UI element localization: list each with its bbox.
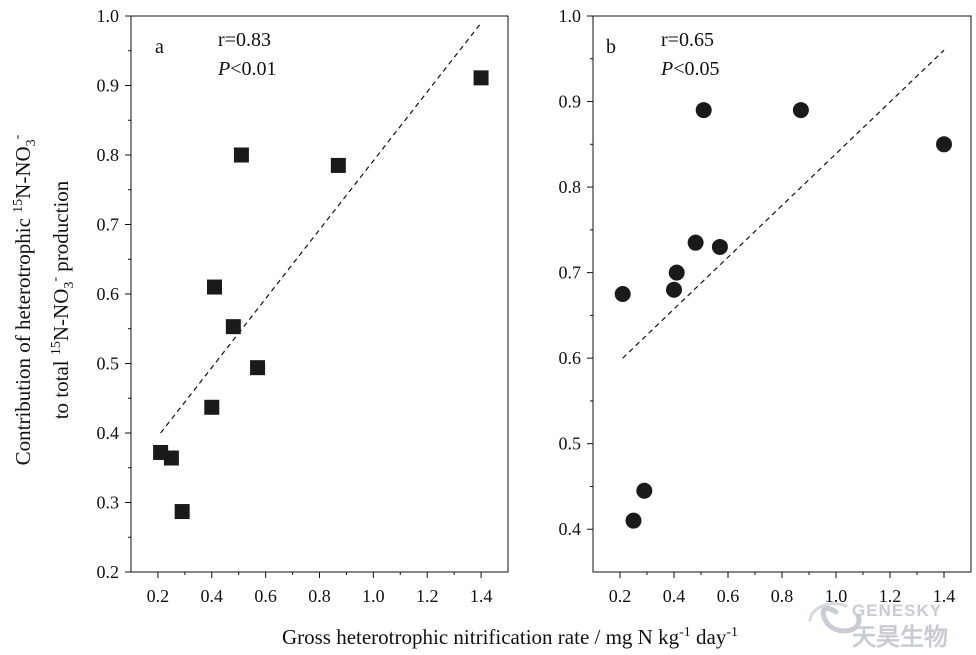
panel-a-y-tick-label: 0.8 (97, 145, 120, 165)
y-title-2-mid: N-NO (49, 289, 73, 342)
panel-b-data-point (792, 102, 809, 119)
watermark-brand-en: GENESKY (852, 601, 942, 620)
panel-a-y-tick-label: 0.4 (97, 423, 120, 443)
y-title-2-sub: 3 (62, 282, 77, 289)
panel-a-x-tick-label: 1.2 (416, 586, 439, 606)
panel-b-y-tick-label: 1.0 (559, 6, 582, 26)
watermark: GENESKY 天昊生物 (808, 601, 948, 651)
panel-b-points (614, 102, 952, 529)
y-axis-title-line2: to total 15N-NO3- production (48, 180, 77, 419)
panel-b-data-point (625, 512, 642, 529)
y-title-2-sup1: 15 (49, 341, 64, 355)
panel-a-data-point (250, 360, 266, 376)
panel-a-p-symbol: P (217, 58, 230, 80)
panel-a-data-point (174, 504, 190, 520)
watermark-logo-icon (808, 602, 862, 634)
y-axis-title-line1: Contribution of heterotrophic 15N-NO3- (10, 134, 39, 465)
panel-a-x-tick-label: 0.4 (201, 586, 224, 606)
y-title-1-mid: N-NO (11, 146, 35, 199)
panel-b-data-point (666, 281, 682, 298)
panel-a-p-value: P<0.01 (217, 58, 277, 80)
panel-a-points (153, 70, 489, 520)
watermark-brand-cn: 天昊生物 (852, 623, 948, 651)
panel-b-data-point (636, 482, 653, 499)
panel-a-frame (130, 15, 509, 573)
x-title-pre: Gross heterotrophic nitrification rate /… (282, 625, 680, 649)
y-title-1-sup2: - (10, 134, 25, 139)
panel-a-letter: a (155, 36, 164, 58)
panel-a-r-value: r=0.83 (218, 29, 271, 51)
panel-a-y-tick-label: 0.7 (97, 215, 120, 235)
panel-a-y-tick-label: 0.3 (97, 493, 120, 513)
y-title-1-pre: Contribution of heterotrophic (11, 213, 35, 466)
panel-b-x-tick-label: 0.4 (663, 586, 686, 606)
y-title-1-sub: 3 (24, 139, 39, 146)
panel-b-data-point (687, 234, 704, 251)
panel-b-x-tick-label: 1.0 (825, 586, 848, 606)
panel-b-p-value: P<0.05 (660, 58, 720, 80)
panel-a-x-tick-label: 1.4 (470, 586, 493, 606)
panel-a-y-tick-label: 1.0 (97, 6, 120, 26)
panel-b-data-point (668, 264, 685, 281)
panel-b-y-tick-label: 0.8 (559, 177, 582, 197)
panel-b-ticks: 0.2 0.4 0.6 0.8 1.0 1.2 1.4 0.4 0.5 0.6 0.7 0.8 0.9 1… (559, 6, 956, 606)
panel-b-letter: b (606, 36, 616, 58)
panel-b-data-point (695, 102, 712, 119)
panel-a-y-tick-label: 0.9 (97, 76, 120, 96)
panel-a-fit-line (160, 22, 482, 434)
panel-a-data-point (330, 157, 346, 173)
panel-a-p-threshold: <0.01 (230, 58, 276, 80)
x-title-mid: day (691, 625, 727, 649)
panel-b-x-tick-label: 1.4 (933, 586, 956, 606)
panel-b-p-threshold: <0.05 (673, 58, 719, 80)
panel-b-r-value: r=0.65 (661, 29, 714, 51)
panel-b-data-point (614, 286, 631, 302)
panel-a-x-tick-label: 0.6 (254, 586, 277, 606)
panel-a-data-point (473, 70, 489, 86)
y-title-2-sup2: - (48, 277, 63, 282)
panel-a-data-point (206, 279, 222, 295)
x-title-sup2: -1 (726, 625, 738, 640)
panel-a-data-point (163, 450, 179, 466)
panel-b-data-point (711, 238, 728, 255)
panel-b: 0.2 0.4 0.6 0.8 1.0 1.2 1.4 0.4 0.5 0.6 0.7 0.8 0.9 1… (559, 6, 972, 606)
panel-a-y-tick-label: 0.2 (97, 562, 120, 582)
panel-b-x-tick-label: 0.8 (771, 586, 794, 606)
panel-b-x-tick-label: 0.6 (717, 586, 740, 606)
panel-b-fit-line (622, 49, 945, 359)
panel-a-y-tick-label: 0.6 (97, 284, 120, 304)
y-title-2-pre: to total (49, 355, 73, 419)
panel-b-y-tick-label: 0.4 (559, 519, 582, 539)
panel-a: 0.2 0.4 0.6 0.8 1.0 1.2 1.4 0.2 0.3 0.4 0.5 0.6 0.7 0… (97, 6, 509, 606)
panel-b-y-tick-label: 0.6 (559, 348, 582, 368)
panel-a-data-point (204, 399, 220, 415)
panel-a-data-point (225, 319, 241, 335)
y-title-2-post: production (49, 180, 73, 277)
panel-a-x-tick-label: 1.0 (362, 586, 385, 606)
panel-b-x-tick-label: 1.2 (879, 586, 902, 606)
panel-b-y-tick-label: 0.9 (559, 92, 582, 112)
panel-a-x-tick-label: 0.2 (147, 586, 170, 606)
panel-b-y-tick-label: 0.5 (559, 434, 582, 454)
panel-a-y-tick-label: 0.5 (97, 354, 120, 374)
panel-b-x-tick-label: 0.2 (609, 586, 632, 606)
panel-a-data-point (233, 147, 249, 163)
panel-b-data-point (936, 136, 952, 153)
panel-b-y-tick-label: 0.7 (559, 263, 582, 283)
panel-a-ticks: 0.2 0.4 0.6 0.8 1.0 1.2 1.4 0.2 0.3 0.4 0.5 0.6 0.7 0… (97, 6, 493, 606)
x-axis-title: Gross heterotrophic nitrification rate /… (282, 625, 738, 649)
panel-b-p-symbol: P (660, 58, 673, 80)
y-title-1-sup1: 15 (11, 199, 26, 213)
panel-a-x-tick-label: 0.8 (308, 586, 331, 606)
x-title-sup1: -1 (679, 625, 691, 640)
